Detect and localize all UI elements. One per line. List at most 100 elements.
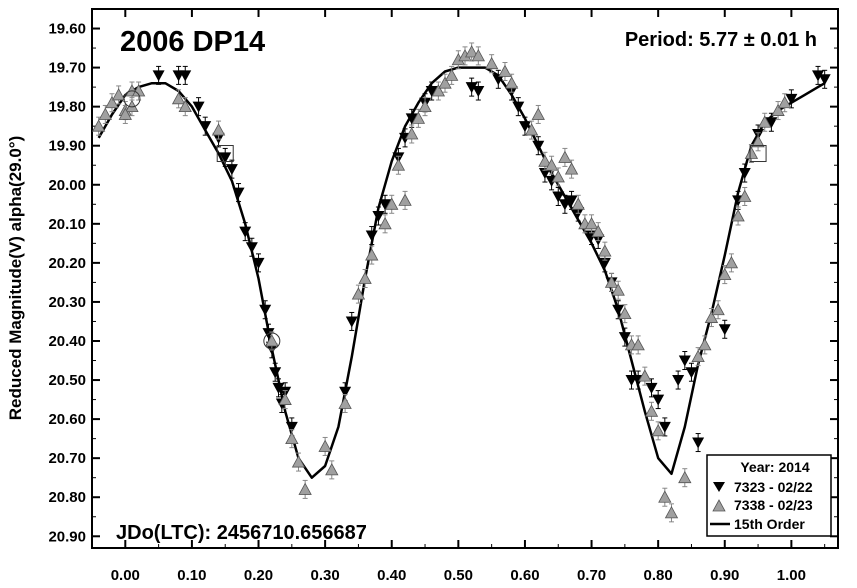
point-7338 [551, 170, 565, 183]
point-7338 [611, 283, 625, 296]
point-7338 [724, 256, 739, 269]
point-7338 [571, 197, 585, 210]
point-7323 [285, 421, 298, 433]
comparison-markers-layer [123, 90, 767, 350]
point-7323 [345, 316, 358, 328]
x-tick-label: 0.80 [644, 567, 673, 584]
point-7338 [644, 404, 659, 417]
point-7338 [325, 463, 339, 476]
point-7323 [618, 332, 631, 344]
point-7323 [565, 195, 578, 207]
y-tick-label: 20.50 [48, 372, 86, 389]
jd-label: JDo(LTC): 2456710.656687 [116, 522, 367, 544]
point-7338 [771, 103, 785, 116]
point-7338 [664, 506, 679, 519]
point-7338 [638, 369, 652, 382]
point-7338 [471, 49, 485, 62]
y-tick-label: 19.70 [48, 60, 86, 77]
point-7323 [199, 121, 212, 133]
point-7338 [618, 306, 632, 320]
point-7323 [532, 140, 545, 152]
point-7323 [785, 93, 798, 105]
point-7323 [152, 70, 165, 82]
point-7323 [465, 82, 478, 94]
legend-box [706, 454, 832, 537]
point-7338 [698, 338, 712, 351]
y-tick-label: 19.90 [48, 138, 86, 155]
comparison-square [749, 145, 767, 163]
point-7323 [269, 367, 282, 379]
legend: Year: 2014 7323 - 02/22 7338 - 02/23 15t… [706, 454, 832, 537]
point-7338 [171, 91, 186, 105]
y-tick-label: 20.00 [48, 177, 86, 194]
point-7338 [751, 134, 765, 148]
x-tick-label: 0.00 [111, 567, 140, 584]
point-7338 [531, 107, 545, 120]
point-7323 [232, 187, 245, 199]
point-7338 [738, 189, 752, 202]
legend-marker-triangle-down [713, 482, 725, 492]
legend-item-fit: 15th Order [734, 516, 805, 532]
point-7338 [498, 64, 512, 77]
point-7323 [339, 386, 352, 398]
legend-item-7338: 7338 - 02/23 [734, 497, 813, 513]
y-tick-label: 20.60 [48, 411, 86, 428]
point-7338 [318, 439, 332, 452]
point-7338 [484, 56, 499, 70]
x-axis-ticks: 0.00 0.10 0.20 0.30 0.40 0.50 0.60 0.70 0.80 0.90… [91, 9, 826, 584]
point-7338 [678, 470, 692, 484]
point-7323 [252, 257, 265, 269]
point-7323 [612, 304, 625, 316]
y-tick-label: 19.60 [48, 21, 86, 38]
point-7323 [512, 101, 525, 113]
legend-item-7323: 7323 - 02/22 [734, 479, 813, 495]
point-7323 [472, 86, 485, 98]
point-7323 [225, 164, 238, 176]
period-label: Period: 5.77 ± 0.01 h [625, 29, 817, 51]
y-tick-label: 19.80 [48, 99, 86, 116]
point-7338 [438, 76, 452, 89]
y-axis-ticks: 19.60 19.70 19.80 19.90 20.00 20.10 20.20 20.30… [48, 21, 838, 545]
point-7323 [812, 70, 825, 82]
point-7338 [445, 68, 459, 81]
point-7323 [552, 191, 565, 203]
point-7338 [544, 158, 559, 171]
point-7338 [718, 267, 732, 280]
point-7338 [391, 158, 406, 171]
point-7338 [378, 216, 392, 230]
x-tick-label: 1.00 [777, 567, 806, 584]
data-points-layer [91, 42, 831, 523]
y-tick-label: 20.20 [48, 255, 86, 272]
y-axis-label: Reduced Magnitude(V) alpha(29.0°) [6, 136, 25, 421]
point-7338 [778, 95, 792, 109]
point-7323 [239, 226, 252, 238]
point-7338 [105, 95, 119, 109]
point-7323 [738, 168, 751, 180]
point-7338 [758, 115, 772, 128]
legend-marker-triangle-up [712, 499, 726, 512]
point-7323 [492, 74, 505, 86]
point-7323 [765, 117, 778, 129]
point-7338 [524, 123, 539, 136]
comparison-circle [263, 332, 281, 350]
x-tick-label: 0.90 [710, 567, 739, 584]
point-7323 [692, 437, 705, 449]
point-7338 [358, 271, 372, 284]
point-7323 [245, 242, 258, 254]
x-tick-label: 0.30 [311, 567, 340, 584]
y-tick-label: 20.80 [48, 489, 86, 506]
y-tick-label: 20.70 [48, 450, 86, 467]
point-7338 [504, 76, 519, 89]
point-7338 [298, 482, 312, 495]
point-7338 [418, 99, 432, 113]
point-7323 [685, 367, 698, 379]
point-7338 [351, 287, 366, 300]
point-7338 [631, 338, 645, 351]
point-7323 [672, 375, 685, 387]
x-tick-label: 0.60 [510, 567, 539, 584]
point-7338 [411, 111, 426, 124]
point-7323 [425, 86, 438, 98]
x-tick-label: 0.20 [244, 567, 273, 584]
point-7323 [645, 382, 658, 394]
